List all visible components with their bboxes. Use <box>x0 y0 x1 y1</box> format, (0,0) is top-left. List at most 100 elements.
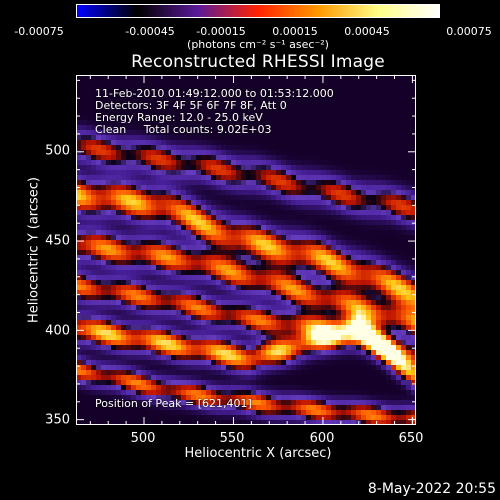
heatmap-cell <box>166 240 172 246</box>
heatmap-cell <box>281 205 287 211</box>
heatmap-cell <box>146 385 152 391</box>
heatmap-cell <box>181 190 187 196</box>
heatmap-cell <box>361 370 367 376</box>
heatmap-cell <box>86 75 92 81</box>
heatmap-cell <box>221 355 227 361</box>
heatmap-cell <box>91 405 97 411</box>
heatmap-cell <box>341 105 347 111</box>
heatmap-cell <box>181 410 187 416</box>
heatmap-cell <box>321 315 327 321</box>
heatmap-cell <box>306 260 312 266</box>
heatmap-cell <box>166 360 172 366</box>
heatmap-cell <box>246 110 252 116</box>
heatmap-cell <box>181 90 187 96</box>
heatmap-cell <box>161 350 167 356</box>
heatmap-cell <box>101 410 107 416</box>
heatmap-cell <box>236 195 242 201</box>
heatmap-cell <box>336 210 342 216</box>
heatmap-cell <box>246 390 252 396</box>
heatmap-cell <box>241 95 247 101</box>
heatmap-cell <box>356 315 362 321</box>
heatmap-cell <box>356 270 362 276</box>
heatmap-cell <box>141 170 147 176</box>
heatmap-cell <box>276 195 282 201</box>
heatmap-cell <box>96 270 102 276</box>
heatmap-cell <box>381 330 387 336</box>
heatmap-cell <box>101 155 107 161</box>
heatmap-cell <box>156 385 162 391</box>
heatmap-cell <box>366 235 372 241</box>
heatmap-cell <box>181 145 187 151</box>
heatmap-cell <box>211 295 217 301</box>
heatmap-cell <box>406 245 412 251</box>
heatmap-cell <box>396 80 402 86</box>
heatmap-cell <box>86 160 92 166</box>
heatmap-cell <box>266 325 272 331</box>
heatmap-cell <box>151 205 157 211</box>
heatmap-cell <box>286 210 292 216</box>
heatmap-cell <box>106 350 112 356</box>
heatmap-cell <box>406 290 412 296</box>
heatmap-cell <box>201 365 207 371</box>
colorbar-tick-label: -0.00075 <box>14 25 64 38</box>
heatmap-cell <box>246 80 252 86</box>
heatmap-cell <box>261 165 267 171</box>
heatmap-cell <box>366 420 372 425</box>
heatmap-cell <box>331 235 337 241</box>
heatmap-cell <box>266 150 272 156</box>
heatmap-cell <box>126 115 132 121</box>
heatmap-cell <box>196 265 202 271</box>
heatmap-cell <box>346 315 352 321</box>
heatmap-cell <box>81 335 87 341</box>
heatmap-cell <box>251 240 257 246</box>
heatmap-cell <box>376 175 382 181</box>
heatmap-cell <box>361 130 367 136</box>
heatmap-cell <box>181 350 187 356</box>
heatmap-cell <box>391 410 397 416</box>
heatmap-cell <box>91 395 97 401</box>
heatmap-cell <box>131 260 137 266</box>
heatmap-cell <box>241 140 247 146</box>
heatmap-cell <box>216 150 222 156</box>
time-range-label: 11-Feb-2010 01:49:12.000 to 01:53:12.000 <box>95 87 334 100</box>
heatmap-cell <box>391 310 397 316</box>
heatmap-cell <box>131 375 137 381</box>
heatmap-cell <box>271 105 277 111</box>
heatmap-cell <box>386 180 392 186</box>
heatmap-cell <box>356 290 362 296</box>
heatmap-cell <box>251 120 257 126</box>
heatmap-cell <box>256 360 262 366</box>
heatmap-cell <box>276 100 282 106</box>
heatmap-cell <box>361 140 367 146</box>
heatmap-cell <box>356 305 362 311</box>
heatmap-cell <box>386 285 392 291</box>
heatmap-cell <box>381 80 387 86</box>
heatmap-cell <box>161 325 167 331</box>
heatmap-cell <box>111 285 117 291</box>
heatmap-cell <box>376 380 382 386</box>
heatmap-cell <box>191 290 197 296</box>
heatmap-cell <box>381 210 387 216</box>
heatmap-cell <box>211 155 217 161</box>
heatmap-cell <box>276 330 282 336</box>
heatmap-cell <box>296 120 302 126</box>
heatmap-cell <box>186 170 192 176</box>
heatmap-cell <box>151 220 157 226</box>
heatmap-cell <box>276 380 282 386</box>
heatmap-cell <box>311 220 317 226</box>
heatmap-cell <box>371 140 377 146</box>
heatmap-cell <box>376 355 382 361</box>
heatmap-cell <box>316 255 322 261</box>
heatmap-cell <box>351 205 357 211</box>
heatmap-cell <box>131 180 137 186</box>
heatmap-cell <box>331 145 337 151</box>
heatmap-cell <box>186 255 192 261</box>
heatmap-cell <box>271 155 277 161</box>
heatmap-cell <box>131 345 137 351</box>
heatmap-cell <box>321 410 327 416</box>
heatmap-cell <box>281 215 287 221</box>
heatmap-cell <box>186 110 192 116</box>
heatmap-cell <box>291 305 297 311</box>
heatmap-cell <box>176 380 182 386</box>
heatmap-cell <box>396 335 402 341</box>
